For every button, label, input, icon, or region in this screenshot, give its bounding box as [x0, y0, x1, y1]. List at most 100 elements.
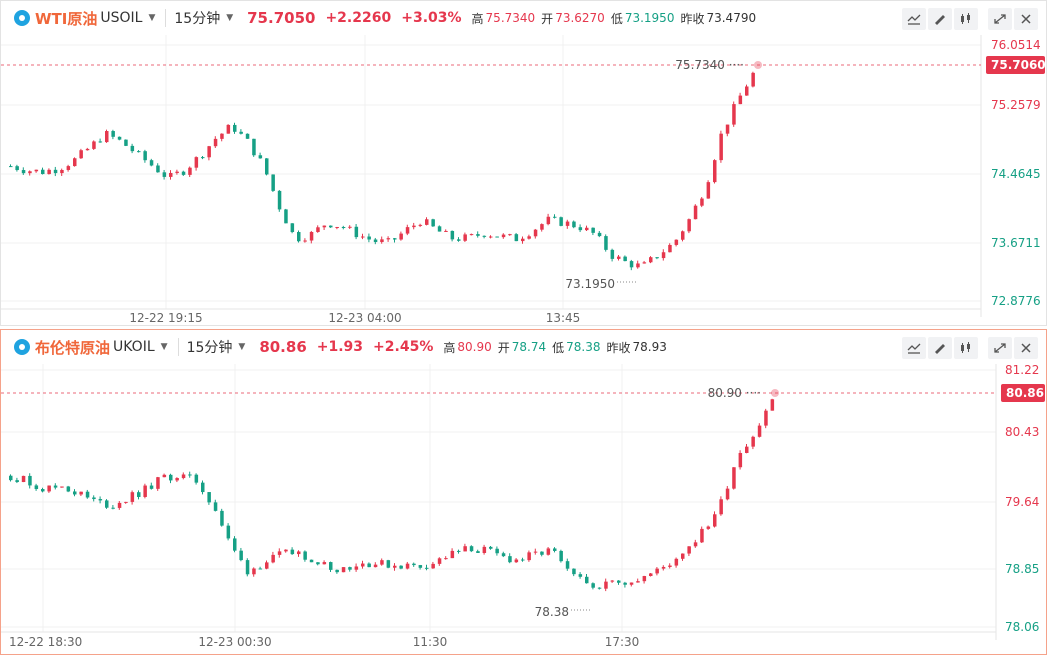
- symbol-code-select[interactable]: USOIL: [100, 10, 143, 26]
- candle-body: [245, 560, 250, 575]
- high-label: 高: [471, 11, 484, 26]
- candle-body: [92, 497, 96, 500]
- candle-type-icon: [961, 342, 970, 353]
- candle-body: [514, 234, 519, 242]
- open-value: 78.74: [511, 340, 547, 354]
- candle-body: [213, 502, 218, 511]
- y-tick-label: 75.2579: [991, 98, 1041, 112]
- candle-body: [156, 165, 160, 173]
- candle-body: [66, 486, 71, 492]
- last-price-pulse: [754, 61, 762, 69]
- prev-close-label: 昨收: [680, 11, 705, 26]
- candle-body: [380, 560, 384, 565]
- symbol-logo-icon: [14, 339, 30, 355]
- candle-type-button[interactable]: [954, 8, 978, 30]
- candle-body: [508, 234, 512, 236]
- symbol-title: WTI原油: [35, 9, 98, 28]
- current-price-badge: [1001, 384, 1045, 402]
- candle-body: [450, 230, 455, 240]
- candlestick-chart[interactable]: 76.0514 75.2579 74.4645 73.6711 72.8776 12-22…: [1, 1, 1046, 325]
- candle-body: [188, 167, 192, 175]
- candle-body: [463, 234, 467, 241]
- candle-body: [725, 124, 730, 134]
- candle-body: [169, 172, 173, 177]
- candle-body: [162, 172, 167, 177]
- candle-body: [597, 232, 602, 237]
- candle-body: [540, 551, 544, 555]
- x-tick-label: 12-23 00:30: [198, 635, 271, 649]
- candle-body: [41, 489, 45, 492]
- candle-body: [361, 563, 365, 567]
- symbol-code-select[interactable]: UKOIL: [113, 339, 155, 355]
- candle-type-button[interactable]: [954, 337, 978, 359]
- low-value: 73.1950: [624, 11, 675, 25]
- candle-body: [501, 234, 506, 238]
- candle-body: [290, 549, 295, 555]
- candle-body: [290, 223, 295, 233]
- candle-body: [559, 217, 563, 226]
- candle-body: [137, 492, 141, 497]
- candle-body: [623, 582, 627, 585]
- candle-body: [655, 257, 659, 259]
- candle-body: [156, 477, 160, 489]
- candle-body: [751, 72, 755, 87]
- candle-body: [450, 550, 455, 559]
- candle-body: [309, 559, 314, 563]
- candle-body: [591, 227, 595, 233]
- chevron-down-icon[interactable]: ▼: [238, 342, 246, 352]
- candle-body: [405, 563, 410, 569]
- candle-body: [527, 552, 531, 561]
- candle-body: [367, 563, 371, 568]
- candle-body: [79, 150, 83, 159]
- candle-body: [226, 124, 231, 134]
- candle-body: [220, 133, 224, 139]
- candle-body: [674, 558, 679, 566]
- candle-body: [341, 567, 346, 573]
- candle-body: [425, 567, 429, 569]
- prev-close-label: 昨收: [606, 340, 631, 355]
- candle-body: [706, 526, 711, 529]
- low-marker-label: 78.38: [535, 605, 569, 619]
- symbol-logo-icon: [14, 10, 30, 26]
- candle-body: [649, 573, 653, 577]
- candle-body: [604, 581, 608, 589]
- candle-body: [21, 475, 26, 483]
- chart-header: WTI原油 USOIL ▼ 15分钟 ▼ 75.7050 +2.2260 +3.…: [1, 1, 1046, 35]
- chevron-down-icon[interactable]: ▼: [160, 342, 168, 352]
- indicator-button[interactable]: [902, 337, 926, 359]
- chevron-down-icon[interactable]: ▼: [226, 13, 234, 23]
- chevron-down-icon[interactable]: ▼: [148, 13, 156, 23]
- candle-body: [751, 436, 755, 447]
- candle-body: [514, 559, 519, 563]
- candle-body: [431, 563, 435, 569]
- candle-body: [719, 499, 723, 515]
- candle-body: [297, 551, 301, 555]
- draw-button[interactable]: [928, 8, 952, 30]
- candle-body: [239, 131, 243, 134]
- candle-body: [553, 548, 557, 551]
- candle-body: [476, 551, 480, 553]
- candle-body: [681, 231, 685, 240]
- indicator-icon: [907, 14, 921, 25]
- candlestick-chart[interactable]: 81.22 80.43 79.64 78.85 78.06 12-22 18:30 12-2…: [1, 330, 1046, 654]
- indicator-button[interactable]: [902, 8, 926, 30]
- period-select[interactable]: 15分钟: [186, 340, 233, 356]
- candle-body: [226, 525, 231, 539]
- candle-body: [565, 221, 570, 226]
- candle-body: [649, 257, 653, 263]
- candle-body: [9, 475, 13, 481]
- chart-toolbar: [902, 337, 1038, 359]
- period-select[interactable]: 15分钟: [174, 11, 221, 27]
- candle-body: [444, 558, 448, 560]
- fullscreen-button[interactable]: [988, 8, 1012, 30]
- close-button[interactable]: [1014, 337, 1038, 359]
- candle-body: [629, 582, 634, 585]
- candle-body: [284, 549, 288, 552]
- candle-body: [233, 124, 237, 132]
- close-button[interactable]: [1014, 8, 1038, 30]
- x-tick-label: 11:30: [413, 635, 448, 649]
- draw-button[interactable]: [928, 337, 952, 359]
- candle-body: [41, 169, 45, 175]
- candle-body: [629, 261, 634, 268]
- fullscreen-button[interactable]: [988, 337, 1012, 359]
